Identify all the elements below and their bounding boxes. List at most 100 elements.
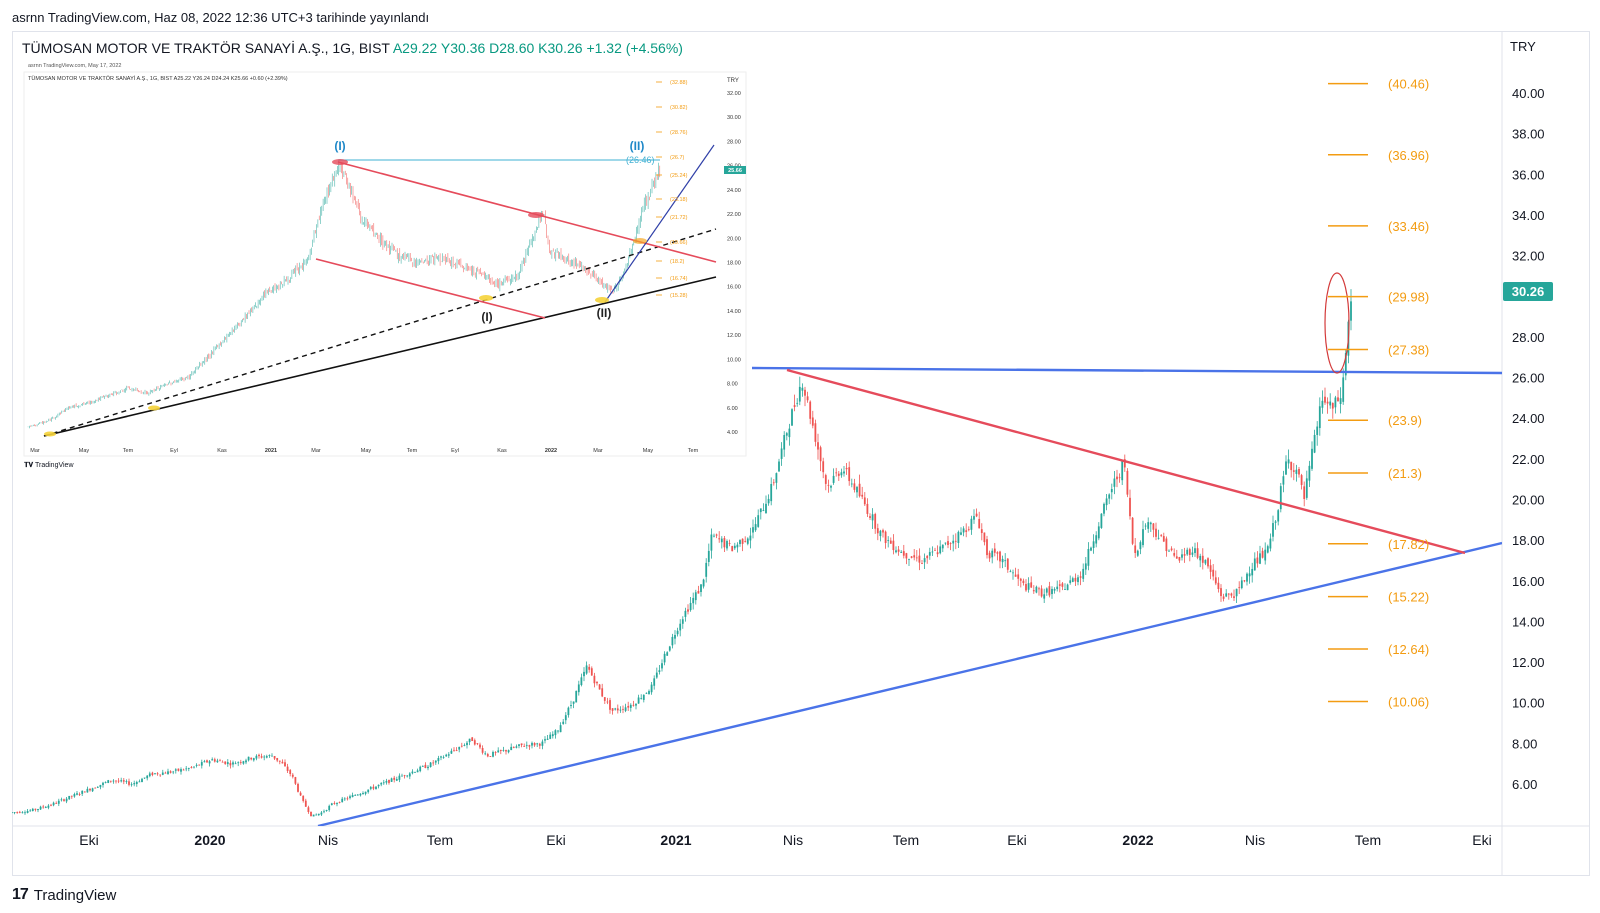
svg-text:(I): (I): [481, 310, 492, 324]
price-tick-label: 22.00: [1512, 452, 1545, 467]
fib-level-label: (23.9): [1388, 413, 1422, 428]
price-tick-label: 40.00: [1512, 86, 1545, 101]
svg-text:Mar: Mar: [30, 448, 40, 454]
tradingview-logo-icon: 17: [12, 886, 29, 903]
svg-text:(32.88): (32.88): [670, 80, 688, 86]
price-tick-label: 12.00: [1512, 655, 1545, 670]
time-tick-label: 2021: [660, 832, 691, 848]
time-tick-label: Tem: [893, 832, 919, 848]
svg-text:24.00: 24.00: [727, 188, 741, 194]
svg-text:16.00: 16.00: [727, 285, 741, 291]
svg-text:30.00: 30.00: [727, 115, 741, 121]
fib-level-label: (12.64): [1388, 642, 1429, 657]
svg-text:(28.76): (28.76): [670, 130, 688, 136]
trendlines-layer: [317, 272, 1502, 826]
svg-text:8.00: 8.00: [727, 382, 738, 388]
svg-text:(21.72): (21.72): [670, 215, 688, 221]
fib-level-label: (33.46): [1388, 219, 1429, 234]
last-price-tag: 30.26: [1503, 281, 1553, 301]
inset-chart: asrnn TradingView.com, May 17, 2022 TÜMO…: [23, 63, 747, 457]
svg-text:(19.66): (19.66): [670, 240, 688, 246]
price-tick-label: 18.00: [1512, 533, 1545, 548]
time-tick-label: Nis: [318, 832, 338, 848]
fib-level-label: (27.38): [1388, 342, 1429, 357]
fib-level-label: (29.98): [1388, 290, 1429, 305]
svg-text:18.00: 18.00: [727, 261, 741, 267]
candles-layer: [12, 289, 1352, 817]
time-tick-label: Tem: [1355, 832, 1381, 848]
chart-frame[interactable]: [12, 31, 1590, 876]
resistance-horizontal-line[interactable]: [751, 366, 1502, 375]
svg-text:(16.74): (16.74): [670, 276, 688, 282]
inset-currency: TRY: [727, 78, 739, 84]
svg-text:Mar: Mar: [311, 448, 321, 454]
price-tick-label: 36.00: [1512, 167, 1545, 182]
price-tick-label: 32.00: [1512, 249, 1545, 264]
currency-label: TRY: [1510, 39, 1536, 54]
publish-line: asrnn TradingView.com, Haz 08, 2022 12:3…: [12, 10, 430, 25]
time-tick-label: Eki: [79, 832, 98, 848]
breakout-highlight-ellipse[interactable]: [1324, 272, 1350, 374]
price-tick-label: 28.00: [1512, 330, 1545, 345]
svg-text:(26.46): (26.46): [626, 155, 655, 165]
svg-text:Tem: Tem: [407, 448, 418, 454]
svg-text:12.00: 12.00: [727, 333, 741, 339]
svg-text:4.00: 4.00: [727, 430, 738, 436]
inset-symbol: TÜMOSAN MOTOR VE TRAKTÖR SANAYİ A.Ş., 1G…: [28, 75, 288, 82]
tradingview-logo-text: TradingView: [33, 886, 117, 904]
svg-text:6.00: 6.00: [727, 406, 738, 412]
high-value: Y30.36: [440, 40, 486, 56]
time-tick-label: Eki: [1472, 832, 1491, 848]
svg-text:Tem: Tem: [688, 448, 699, 454]
low-value: D28.60: [489, 40, 535, 56]
price-tick-label: 34.00: [1512, 208, 1545, 223]
close-value: K30.26: [538, 40, 583, 56]
svg-text:22.00: 22.00: [727, 212, 741, 218]
svg-text:(30.82): (30.82): [670, 105, 688, 111]
time-tick-label: Nis: [1245, 832, 1265, 848]
inset-title: asrnn TradingView.com, May 17, 2022: [28, 63, 121, 69]
fib-level-label: (10.06): [1388, 694, 1429, 709]
symbol-info[interactable]: TÜMOSAN MOTOR VE TRAKTÖR SANAYİ A.Ş., 1G…: [22, 40, 683, 56]
svg-text:May: May: [643, 448, 654, 454]
symbol-name: TÜMOSAN MOTOR VE TRAKTÖR SANAYİ A.Ş., 1G…: [22, 40, 390, 56]
open-value: A29.22: [392, 40, 438, 56]
svg-text:(II): (II): [597, 306, 612, 320]
svg-text:(II): (II): [630, 139, 645, 153]
svg-text:(18.2): (18.2): [670, 259, 685, 265]
svg-text:28.00: 28.00: [727, 139, 741, 145]
lower-support-trendline[interactable]: [317, 541, 1502, 826]
time-axis[interactable]: Eki 2020 Nis Tem Eki 2021 Nis Tem Eki 2022 Nis Tem E…: [79, 832, 1491, 848]
svg-text:10.00: 10.00: [727, 357, 741, 363]
svg-text:May: May: [361, 448, 372, 454]
descending-trendline[interactable]: [786, 368, 1466, 555]
svg-text:2022: 2022: [545, 448, 557, 454]
price-tick-label: 20.00: [1512, 492, 1545, 507]
inset-tradingview-logo: 𝐓𝐕 TradingView: [24, 462, 74, 469]
price-axis[interactable]: 40.0038.0036.0034.0032.0030.0028.0026.00…: [1512, 86, 1545, 792]
tradingview-logo[interactable]: 17 TradingView: [12, 886, 116, 904]
time-tick-label: Tem: [427, 832, 453, 848]
price-tick-label: 38.00: [1512, 127, 1545, 142]
svg-text:25.66: 25.66: [728, 168, 742, 174]
fib-level-label: (21.3): [1388, 466, 1422, 481]
svg-text:2021: 2021: [265, 448, 277, 454]
svg-text:(26.7): (26.7): [670, 155, 685, 161]
price-tick-label: 6.00: [1512, 777, 1537, 792]
svg-text:May: May: [79, 448, 90, 454]
fib-level-label: (15.22): [1388, 590, 1429, 605]
price-tick-label: 14.00: [1512, 614, 1545, 629]
svg-text:Kas: Kas: [217, 448, 227, 454]
time-tick-label: 2020: [194, 832, 225, 848]
fib-level-label: (40.46): [1388, 77, 1429, 92]
svg-text:Mar: Mar: [593, 448, 603, 454]
price-tick-label: 26.00: [1512, 371, 1545, 386]
svg-text:14.00: 14.00: [727, 309, 741, 315]
svg-text:(I): (I): [334, 139, 345, 153]
svg-text:32.00: 32.00: [727, 91, 741, 97]
svg-text:Kas: Kas: [497, 448, 507, 454]
fib-level-label: (17.82): [1388, 537, 1429, 552]
change-value: +1.32 (+4.56%): [586, 40, 683, 56]
svg-text:(23.18): (23.18): [670, 197, 688, 203]
